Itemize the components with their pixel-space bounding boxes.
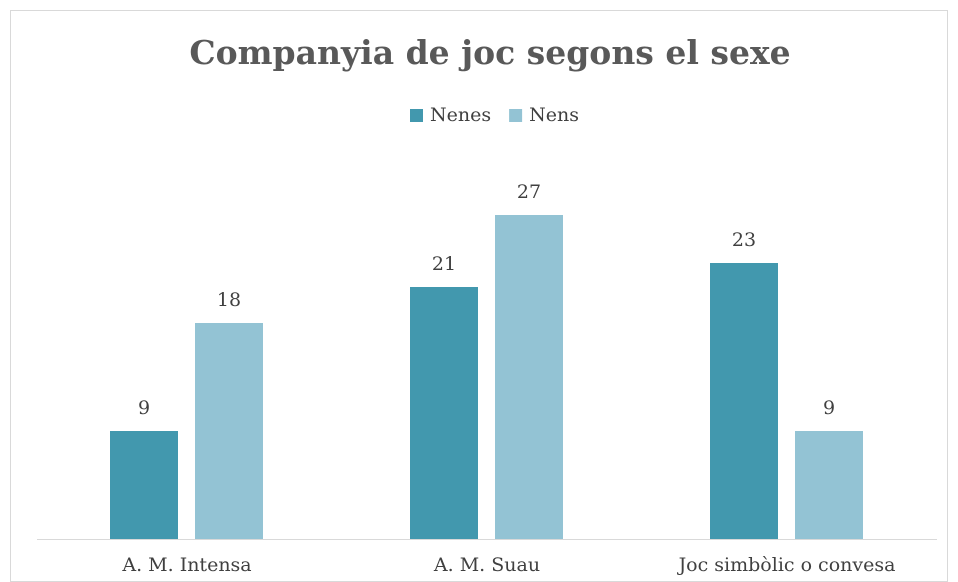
legend-swatch <box>509 109 523 122</box>
data-label: 9 <box>138 397 150 419</box>
legend-swatch <box>410 109 423 122</box>
x-tick-label: A. M. Intensa <box>121 554 251 576</box>
x-tick-label: A. M. Suau <box>433 554 540 576</box>
legend-label: Nens <box>529 104 579 126</box>
data-label: 23 <box>732 229 756 251</box>
bar <box>195 323 263 539</box>
legend-label: Nenes <box>430 104 491 126</box>
chart-title: Companyia de joc segons el sexe <box>189 33 790 72</box>
data-label: 18 <box>217 289 241 311</box>
bar <box>495 215 563 539</box>
bar <box>710 263 778 539</box>
data-label: 27 <box>517 181 541 203</box>
data-label: 21 <box>432 253 456 275</box>
bar <box>410 287 478 539</box>
data-label: 9 <box>823 397 835 419</box>
x-tick-label: Joc simbòlic o convesa <box>677 554 896 576</box>
bar <box>110 431 178 539</box>
bar <box>795 431 863 539</box>
